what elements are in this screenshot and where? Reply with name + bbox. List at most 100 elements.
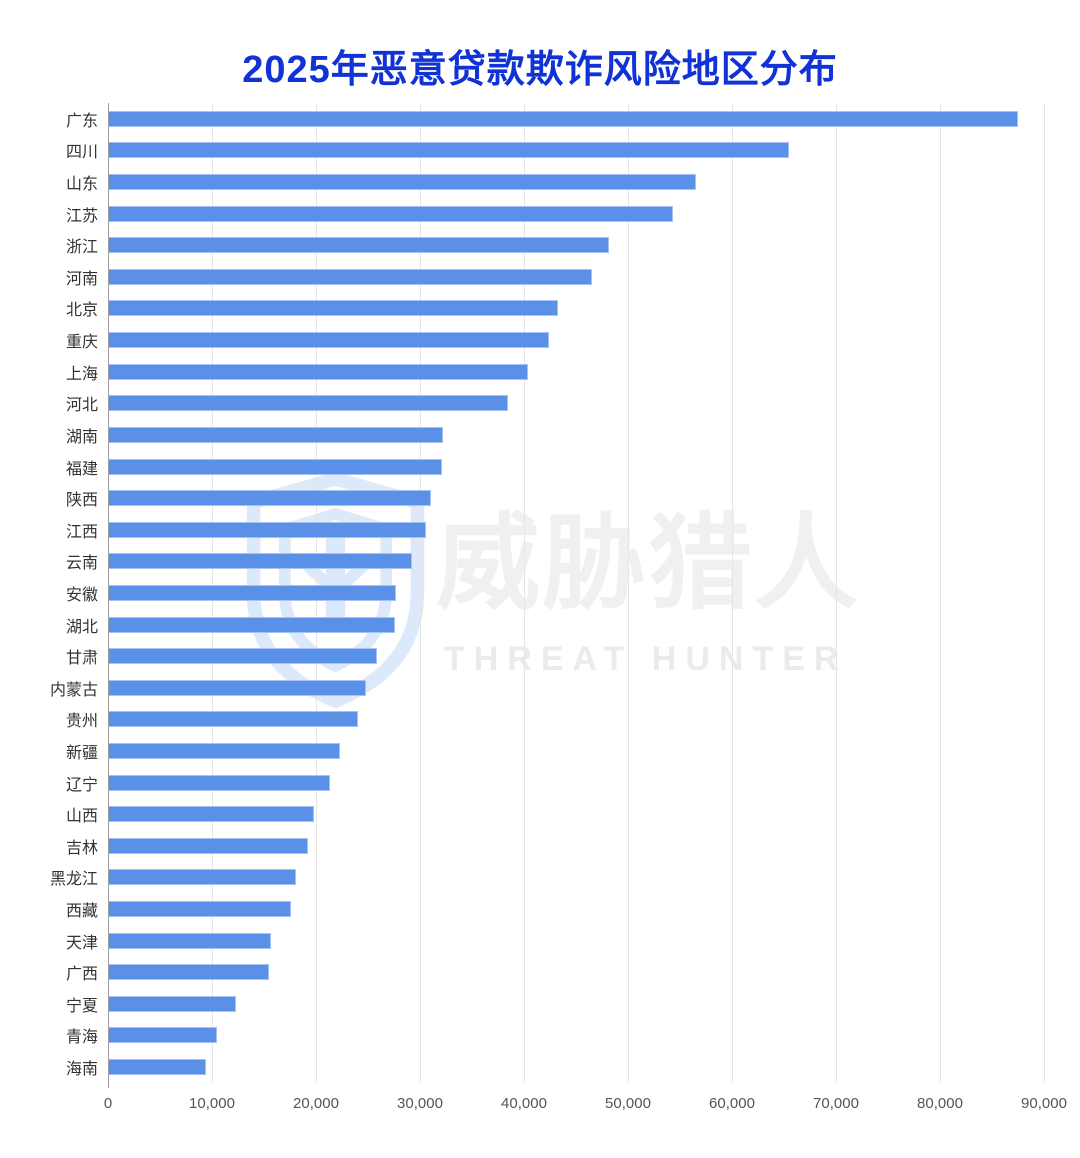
category-label-10: 河北	[65, 397, 98, 415]
bar-20	[108, 711, 358, 728]
bar-15	[108, 553, 412, 570]
bar-31	[108, 1059, 206, 1076]
bar-row-1	[108, 103, 1044, 135]
bar-8	[108, 332, 549, 349]
bar-row-5	[108, 229, 1044, 261]
bar-row-9	[108, 356, 1044, 388]
x-tick-label-20000: 20,000	[293, 1095, 339, 1112]
bar-row-19	[108, 672, 1044, 704]
bar-13	[108, 490, 432, 507]
bar-14	[108, 521, 427, 538]
x-axis-labels: 0 10,000 20,000 30,000 40,000 50,000 60,000 70,…	[0, 1095, 1080, 1125]
bar-row-8	[108, 324, 1044, 356]
bar-6	[108, 268, 592, 285]
bar-7	[108, 300, 559, 317]
bar-row-29	[108, 988, 1044, 1020]
bar-29	[108, 995, 236, 1012]
category-label-5: 浙江	[65, 239, 98, 257]
category-label-29: 宁夏	[65, 997, 98, 1015]
bar-26	[108, 901, 291, 918]
bar-4	[108, 205, 673, 222]
category-label-12: 福建	[65, 460, 98, 478]
x-tick-label-60000: 60,000	[709, 1095, 755, 1112]
bar-22	[108, 774, 330, 791]
category-label-1: 广东	[65, 112, 98, 130]
bar-9	[108, 363, 529, 380]
bar-24	[108, 837, 308, 854]
category-label-26: 西藏	[65, 903, 98, 921]
category-label-7: 北京	[65, 302, 98, 320]
x-tick-label-40000: 40,000	[501, 1095, 547, 1112]
category-label-27: 天津	[65, 934, 98, 952]
bar-row-15	[108, 546, 1044, 578]
y-axis-labels: 广东 四川 山东 江苏 浙江 河南 北京 重庆 上海 河北 湖南 福建 陕西 江西 云南 安徽 湖北 甘肃 内蒙古贵…	[0, 103, 98, 1083]
category-label-4: 江苏	[65, 207, 98, 225]
plot-area	[108, 103, 1045, 1083]
bar-row-10	[108, 387, 1044, 419]
bar-16	[108, 584, 397, 601]
x-tick-label-50000: 50,000	[605, 1095, 651, 1112]
bar-27	[108, 932, 272, 949]
bar-row-30	[108, 1020, 1044, 1052]
bar-row-25	[108, 862, 1044, 894]
category-label-11: 湖南	[65, 428, 98, 446]
category-label-14: 江西	[65, 523, 98, 541]
bar-series	[108, 103, 1044, 1083]
x-tick-label-80000: 80,000	[917, 1095, 963, 1112]
gridline-80000	[940, 103, 941, 1083]
bar-row-7	[108, 293, 1044, 325]
category-label-31: 海南	[65, 1061, 98, 1079]
category-label-19: 内蒙古	[49, 681, 98, 699]
bar-18	[108, 648, 378, 665]
gridline-70000	[836, 103, 837, 1083]
category-label-17: 湖北	[65, 618, 98, 636]
category-label-16: 安徽	[65, 586, 98, 604]
category-label-28: 广西	[65, 966, 98, 984]
x-tick-label-90000: 90,000	[1021, 1095, 1067, 1112]
bar-row-31	[108, 1051, 1044, 1083]
bar-row-20	[108, 704, 1044, 736]
category-label-30: 青海	[65, 1029, 98, 1047]
category-label-21: 新疆	[65, 744, 98, 762]
bar-row-18	[108, 640, 1044, 672]
category-label-8: 重庆	[65, 334, 98, 352]
category-label-6: 河南	[65, 270, 98, 288]
category-label-25: 黑龙江	[49, 871, 98, 889]
bar-28	[108, 964, 270, 981]
bar-17	[108, 616, 395, 633]
bar-row-6	[108, 261, 1044, 293]
category-label-9: 上海	[65, 365, 98, 383]
gridline-50000	[628, 103, 629, 1083]
bar-12	[108, 458, 442, 475]
bar-21	[108, 742, 340, 759]
bar-3	[108, 174, 696, 191]
bar-30	[108, 1027, 218, 1044]
bar-row-28	[108, 956, 1044, 988]
bar-row-13	[108, 482, 1044, 514]
category-label-15: 云南	[65, 555, 98, 573]
category-label-18: 甘肃	[65, 650, 98, 668]
bar-1	[108, 110, 1018, 127]
x-tick-label-10000: 10,000	[189, 1095, 235, 1112]
category-label-24: 吉林	[65, 839, 98, 857]
bar-row-12	[108, 451, 1044, 483]
x-tick-label-30000: 30,000	[397, 1095, 443, 1112]
bar-10	[108, 395, 509, 412]
bar-row-23	[108, 798, 1044, 830]
bar-row-26	[108, 893, 1044, 925]
bar-row-2	[108, 135, 1044, 167]
bar-row-17	[108, 609, 1044, 641]
bar-row-24	[108, 830, 1044, 862]
x-tick-label-0: 0	[103, 1095, 113, 1112]
gridline-60000	[732, 103, 733, 1083]
category-label-13: 陕西	[65, 492, 98, 510]
x-tick-label-70000: 70,000	[813, 1095, 859, 1112]
bar-row-11	[108, 419, 1044, 451]
bar-25	[108, 869, 297, 886]
bar-11	[108, 426, 443, 443]
bar-2	[108, 142, 790, 159]
category-label-20: 贵州	[65, 713, 98, 731]
category-label-23: 山西	[65, 808, 98, 826]
bar-row-21	[108, 735, 1044, 767]
